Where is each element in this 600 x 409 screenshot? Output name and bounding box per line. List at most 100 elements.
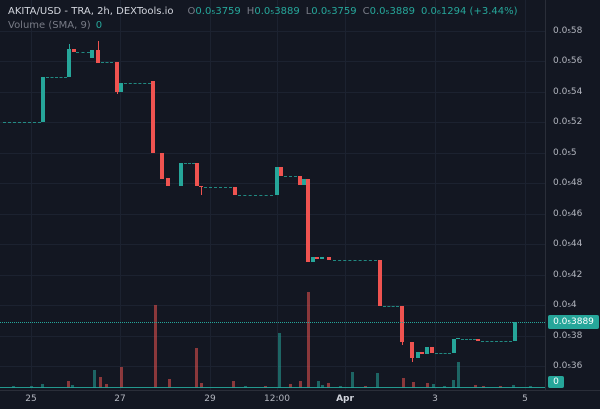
candle xyxy=(166,177,170,187)
candle xyxy=(311,257,315,263)
flat-price-segment xyxy=(383,305,399,307)
volume-bar xyxy=(426,383,429,388)
time-tick-label: 3 xyxy=(432,394,438,404)
ohlc-key: H xyxy=(246,6,255,17)
price-change: 0.0₆1294 (+3.44%) xyxy=(421,6,518,17)
volume-bar xyxy=(376,373,379,388)
volume-bar xyxy=(321,385,324,388)
volume-bar xyxy=(474,385,477,388)
price-tick-label: 0.0₅54 xyxy=(553,86,583,97)
time-tick-label: Apr xyxy=(336,394,354,404)
flat-price-segment xyxy=(101,62,113,64)
price-tick-label: 0.0₅5 xyxy=(553,147,577,158)
price-tick-label: 0.0₅44 xyxy=(553,239,583,250)
ohlc-value: 0.0₅3759 xyxy=(195,6,241,17)
gridline-vertical xyxy=(120,0,121,390)
volume-bar xyxy=(432,384,435,388)
gridline-vertical xyxy=(435,0,436,390)
volume-bar xyxy=(307,292,310,388)
gridline-horizontal xyxy=(0,91,545,93)
flat-price-segment xyxy=(76,52,90,54)
candle xyxy=(306,179,310,263)
current-price-line xyxy=(0,321,545,323)
volume-bar xyxy=(457,362,460,388)
candle xyxy=(410,341,414,359)
time-tick-label: 25 xyxy=(25,394,37,404)
volume-bar xyxy=(168,379,171,388)
flat-price-segment xyxy=(3,122,41,124)
candle xyxy=(160,152,164,179)
price-axis[interactable]: 0.0₅58 0.0₅56 0.0₅54 0.0₅52 0.0₅5 0.0₅48 0.0₅4… xyxy=(545,0,600,390)
volume-bar xyxy=(452,380,455,388)
candle xyxy=(195,162,199,186)
gridline-horizontal xyxy=(0,61,545,63)
price-tick-label: 0.0₅36 xyxy=(553,360,583,371)
candle-wick xyxy=(402,341,403,345)
volume-bar xyxy=(327,383,330,388)
symbol-title[interactable]: AKITA/USD - TRA, 2h, DEXTools.io xyxy=(8,6,174,17)
candle xyxy=(315,257,319,260)
candle xyxy=(151,81,155,153)
volume-indicator-label[interactable]: Volume (SMA, 9) xyxy=(8,20,91,31)
price-tick-label: 0.0₅56 xyxy=(553,56,583,67)
current-price-badge: 0.0₅3889 xyxy=(548,314,599,329)
flat-price-segment xyxy=(124,82,151,84)
volume-bar xyxy=(99,377,102,388)
price-tick-label: 0.0₅58 xyxy=(553,26,583,36)
gridline-horizontal xyxy=(0,122,545,124)
candle xyxy=(179,162,183,187)
candle xyxy=(115,62,119,92)
candle xyxy=(298,176,302,185)
chart-legend: AKITA/USD - TRA, 2h, DEXTools.io O0.0₅375… xyxy=(8,5,518,33)
gridline-horizontal xyxy=(0,244,545,246)
volume-bar xyxy=(412,382,415,388)
ohlc-key: L xyxy=(305,6,312,17)
gridline-vertical xyxy=(525,0,526,390)
flat-price-segment xyxy=(204,187,232,189)
gridline-horizontal xyxy=(0,31,545,32)
price-tick-label: 0.0₅4 xyxy=(553,300,577,311)
current-volume-badge: 0 xyxy=(548,376,564,388)
gridline-horizontal xyxy=(0,213,545,215)
flat-price-segment xyxy=(284,176,297,178)
time-tick-label: 5 xyxy=(522,394,528,404)
flat-price-segment xyxy=(46,76,67,78)
candle xyxy=(72,49,76,53)
ohlc-key: C xyxy=(362,6,370,17)
volume-bar xyxy=(200,383,203,388)
gridline-horizontal xyxy=(0,274,545,276)
price-tick-label: 0.0₅52 xyxy=(553,117,583,128)
gridline-vertical xyxy=(210,0,211,390)
volume-bar xyxy=(67,381,70,388)
candle xyxy=(513,321,517,341)
price-tick-label: 0.0₅48 xyxy=(553,178,583,189)
legend-line-2: Volume (SMA, 9) 0 xyxy=(8,19,518,33)
price-tick-label: 0.0₅38 xyxy=(553,330,583,341)
candle xyxy=(378,259,382,306)
ohlc-value: 0.0₅3759 xyxy=(311,6,357,17)
chart-plot-area[interactable] xyxy=(0,0,545,390)
candle xyxy=(416,351,420,359)
gridline-horizontal xyxy=(0,335,545,337)
volume-bar xyxy=(71,385,74,388)
candle xyxy=(302,179,306,185)
candle-wick xyxy=(201,187,202,196)
candle-wick xyxy=(117,91,118,95)
candle xyxy=(41,76,45,123)
gridline-horizontal xyxy=(0,183,545,185)
candle xyxy=(67,49,71,77)
volume-bar xyxy=(512,385,515,388)
volume-bar xyxy=(154,305,157,388)
volume-bar xyxy=(41,384,44,388)
candle xyxy=(476,339,480,341)
ohlc-value: 0.0₅3889 xyxy=(254,6,300,17)
gridline-vertical xyxy=(31,0,32,390)
price-tick-label: 0.0₅46 xyxy=(553,208,583,219)
candle-wick xyxy=(412,358,413,363)
time-axis[interactable]: 25 27 29 12:00 Apr 3 5 xyxy=(0,390,600,409)
gridline-horizontal xyxy=(0,152,545,154)
flat-price-segment xyxy=(481,340,512,342)
volume-bar xyxy=(402,378,405,388)
ohlc-value: 0.0₅3889 xyxy=(369,6,416,17)
candle xyxy=(456,338,460,340)
